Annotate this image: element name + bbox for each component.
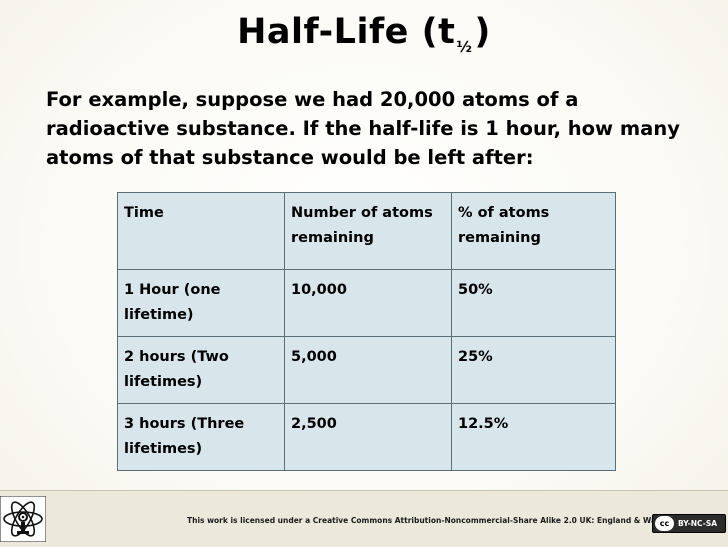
title-subscript: ½ xyxy=(456,38,473,56)
cc-icon: cc xyxy=(655,516,674,531)
half-life-table: Time Number of atoms remaining % of atom… xyxy=(117,192,616,471)
table-row: 1 Hour (one lifetime) 10,000 50% xyxy=(117,269,616,337)
cell-percent: 50% xyxy=(451,269,616,337)
cell-time: 3 hours (Three lifetimes) xyxy=(117,403,285,471)
cell-atoms: 5,000 xyxy=(284,336,452,404)
table-row: 3 hours (Three lifetimes) 2,500 12.5% xyxy=(117,403,616,471)
license-text: This work is licensed under a Creative C… xyxy=(187,516,703,525)
header-percent-remaining: % of atoms remaining xyxy=(451,192,616,270)
atom-logo-icon xyxy=(0,495,47,543)
header-atoms-remaining: Number of atoms remaining xyxy=(284,192,452,270)
cc-badge-label: BY-NC-SA xyxy=(678,519,718,528)
creative-commons-badge[interactable]: cc BY-NC-SA xyxy=(652,514,726,533)
cell-atoms: 2,500 xyxy=(284,403,452,471)
table-row: 2 hours (Two lifetimes) 5,000 25% xyxy=(117,336,616,404)
cell-percent: 25% xyxy=(451,336,616,404)
cell-time: 1 Hour (one lifetime) xyxy=(117,269,285,337)
slide-title: Half-Life (t½) xyxy=(0,12,728,56)
header-time: Time xyxy=(117,192,285,270)
footer-bar xyxy=(0,490,728,547)
cell-percent: 12.5% xyxy=(451,403,616,471)
title-main: Half-Life (t xyxy=(237,12,456,52)
cell-time: 2 hours (Two lifetimes) xyxy=(117,336,285,404)
table-header-row: Time Number of atoms remaining % of atom… xyxy=(117,192,616,270)
title-close: ) xyxy=(474,12,491,52)
cell-atoms: 10,000 xyxy=(284,269,452,337)
intro-text: For example, suppose we had 20,000 atoms… xyxy=(46,88,680,169)
